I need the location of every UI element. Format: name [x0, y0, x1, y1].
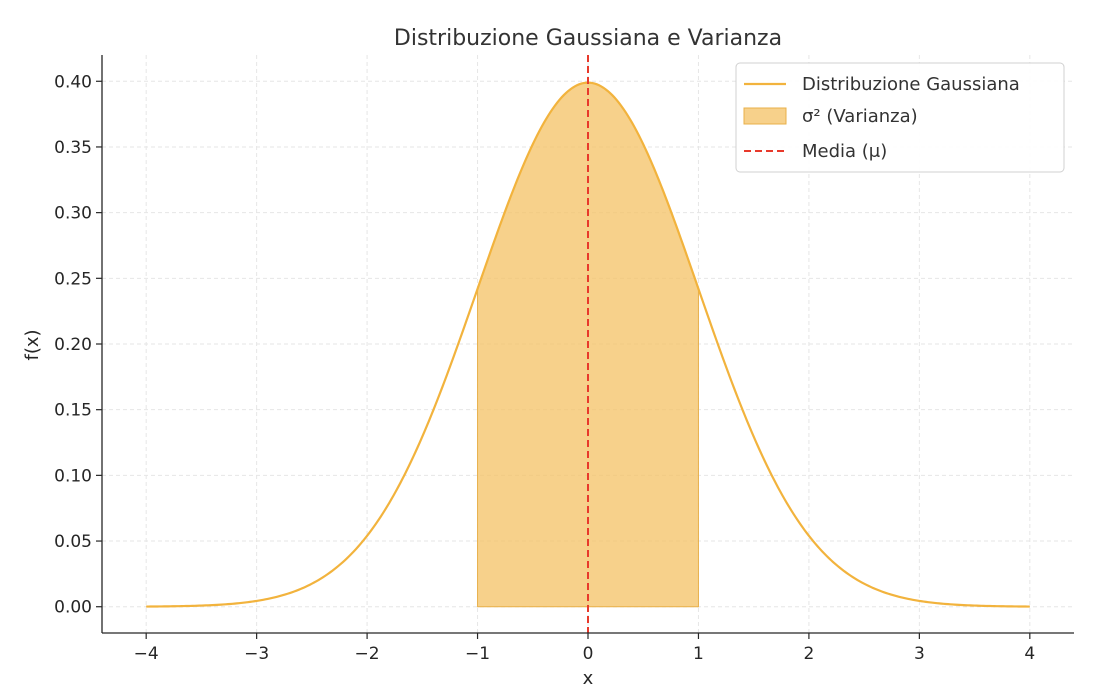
chart-title: Distribuzione Gaussiana e Varianza [394, 26, 782, 51]
y-tick-label: 0.25 [54, 269, 92, 289]
y-tick-label: 0.00 [54, 598, 92, 618]
x-tick-label: −3 [244, 644, 269, 664]
x-tick-label: −4 [134, 644, 159, 664]
y-tick-label: 0.10 [54, 466, 92, 486]
legend-box [735, 62, 1065, 173]
y-tick-label: 0.15 [54, 401, 92, 421]
x-tick-label: 3 [914, 644, 925, 664]
y-tick-label: 0.20 [54, 335, 92, 355]
legend-label: σ² (Varianza) [802, 106, 918, 127]
x-tick-label: −1 [465, 644, 490, 664]
x-tick-label: −2 [355, 644, 380, 664]
legend-label: Media (μ) [802, 141, 887, 162]
y-tick-label: 0.35 [54, 138, 92, 158]
legend-label: Distribuzione Gaussiana [802, 74, 1020, 95]
x-tick-label: 1 [693, 644, 704, 664]
x-axis-label: x [583, 668, 594, 689]
x-tick-label: 2 [803, 644, 814, 664]
ticks: −4 −3 −2 −1 0 1 2 3 4 0.00 0.05 0.10 0.15 0.20 0.25 0.3… [54, 72, 1035, 664]
x-tick-label: 4 [1024, 644, 1035, 664]
legend: Distribuzione Gaussiana σ² (Varianza) Medi… [735, 62, 1065, 173]
y-axis-label: f(x) [22, 329, 43, 360]
legend-area-swatch [743, 107, 787, 125]
y-tick-label: 0.05 [54, 532, 92, 552]
x-tick-label: 0 [583, 644, 594, 664]
y-tick-label: 0.40 [54, 72, 92, 92]
y-tick-label: 0.30 [54, 204, 92, 224]
